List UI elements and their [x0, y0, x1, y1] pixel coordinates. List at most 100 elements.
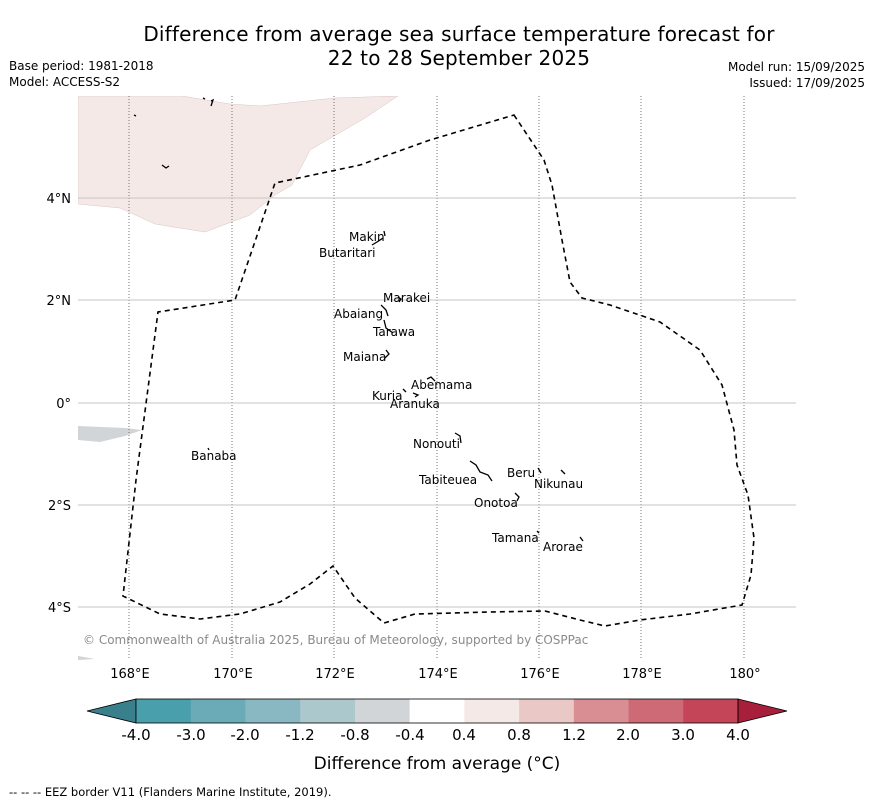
lon-tick-labels: 168°E 170°E 172°E 174°E 176°E 178°E 180° [110, 667, 760, 682]
island-shape-onotoa [514, 492, 520, 502]
colorbar-cell [190, 699, 246, 723]
colorbar-tick-label: -3.0 [176, 726, 205, 744]
map-title-line1: Difference from average sea surface temp… [143, 22, 775, 46]
island-labels: Makin Butaritari Marakei Abaiang Tarawa … [191, 230, 583, 554]
island-shape-tabiteuea [469, 460, 493, 482]
colorbar-tick-labels: -4.0 -3.0 -2.0 -1.2 -0.8 -0.4 0.4 0.8 1.… [121, 726, 750, 744]
island-label-tabiteuea: Tabiteuea [418, 473, 477, 487]
colorbar-title: Difference from average (°C) [314, 754, 561, 774]
island-label-abaiang: Abaiang [334, 307, 383, 321]
island-shape-abemama [426, 376, 436, 382]
island-shape-aranuka [412, 392, 420, 398]
island-shape-kuria [402, 388, 407, 393]
colorbar-tick-label: 4.0 [726, 726, 750, 744]
colorbar-under-triangle [86, 698, 137, 724]
lon-gridlines [128, 96, 745, 660]
warm-anomaly-region [78, 96, 399, 233]
island-label-nonouti: Nonouti [413, 437, 460, 451]
lat-tick-labels: 4°N 2°N 0° 2°S 4°S [47, 192, 72, 616]
lon-label-174e: 174°E [418, 667, 458, 682]
lon-label-168e: 168°E [110, 667, 150, 682]
lon-label-176e: 176°E [520, 667, 560, 682]
island-label-nikunau: Nikunau [534, 477, 583, 491]
colorbar-frame [135, 698, 739, 724]
island-label-tarawa: Tarawa [372, 325, 415, 339]
lon-label-170e: 170°E [213, 667, 253, 682]
colorbar-tick-label: 1.2 [562, 726, 586, 744]
meta-left: Base period: 1981-2018 Model: ACCESS-S2 [9, 58, 154, 90]
colorbar-tick-label: -1.2 [285, 726, 314, 744]
colorbar: -4.0 -3.0 -2.0 -1.2 -0.8 -0.4 0.4 0.8 1.… [86, 698, 788, 774]
island-label-marakei: Marakei [383, 291, 430, 305]
island-label-beru: Beru [507, 466, 535, 480]
meta-right: Model run: 15/09/2025 Issued: 17/09/2025 [728, 59, 865, 91]
eez-footnote: -- -- -- EEZ border V11 (Flanders Marine… [9, 785, 332, 799]
island-shape-small-1 [133, 114, 137, 117]
island-shape-marakei [397, 296, 402, 303]
island-label-kuria: Kuria [372, 389, 403, 403]
colorbar-cell [573, 699, 630, 723]
island-shapes [133, 97, 584, 542]
colorbar-tick-label: 0.8 [507, 726, 531, 744]
colorbar-tick-label: -4.0 [121, 726, 150, 744]
lat-label-4s: 4°S [48, 601, 71, 616]
island-label-onotoa: Onotoa [474, 496, 518, 510]
colorbar-tick-label: 2.0 [616, 726, 640, 744]
colorbar-cell [300, 699, 356, 723]
colorbar-cell [683, 699, 739, 723]
island-shape-tamana [536, 530, 540, 534]
lat-gridlines [78, 197, 796, 608]
island-shape-butaritari [371, 237, 384, 246]
cool-anomaly-region [78, 426, 142, 442]
island-shape-abaiang [380, 304, 389, 317]
island-shape-maiana [384, 349, 390, 359]
lon-label-180: 180° [729, 667, 760, 682]
colorbar-cell [464, 699, 520, 723]
colorbar-cell [409, 699, 465, 723]
colorbar-cell [354, 699, 411, 723]
colorbar-tick-label: 3.0 [671, 726, 695, 744]
island-label-aranuka: Aranuka [390, 397, 440, 411]
island-shape-tarawa [383, 319, 394, 334]
island-label-arorae: Arorae [543, 540, 583, 554]
island-label-maiana: Maiana [343, 350, 386, 364]
island-label-makin: Makin [349, 230, 385, 244]
colorbar-cell [136, 699, 192, 723]
island-shape-northern [202, 97, 215, 107]
eez-border [122, 114, 755, 627]
lat-label-2n: 2°N [47, 294, 72, 309]
issued-date: Issued: 17/09/2025 [749, 76, 865, 90]
island-label-tamana: Tamana [491, 531, 539, 545]
island-shape-beru [537, 467, 542, 474]
colorbar-cell [245, 699, 301, 723]
colorbar-tick-label: -0.8 [340, 726, 369, 744]
colorbar-cells [136, 699, 739, 723]
lon-label-178e: 178°E [622, 667, 662, 682]
island-shape-nikunau [560, 469, 566, 475]
map-title-line2: 22 to 28 September 2025 [327, 46, 591, 70]
island-shape-small-2 [161, 164, 170, 169]
map-title: Difference from average sea surface temp… [95, 22, 823, 70]
model-name: Model: ACCESS-S2 [9, 75, 121, 89]
island-shape-makin [383, 230, 386, 237]
base-period: Base period: 1981-2018 [9, 59, 154, 73]
island-label-banaba: Banaba [191, 449, 237, 463]
colorbar-tick-label: -0.4 [395, 726, 424, 744]
lat-label-0: 0° [56, 397, 71, 412]
island-shape-nonouti [454, 432, 462, 444]
colorbar-tick-label: 0.4 [452, 726, 476, 744]
island-label-butaritari: Butaritari [319, 246, 376, 260]
colorbar-cell [519, 699, 575, 723]
colorbar-over-triangle [737, 698, 788, 724]
bottom-edge-shading [78, 656, 95, 660]
island-shape-banaba [207, 447, 210, 451]
model-run: Model run: 15/09/2025 [727, 60, 865, 74]
island-label-abemama: Abemama [411, 378, 472, 392]
colorbar-cell [628, 699, 684, 723]
lon-label-172e: 172°E [315, 667, 355, 682]
copyright-notice: © Commonwealth of Australia 2025, Bureau… [83, 633, 588, 647]
lat-label-4n: 4°N [47, 192, 72, 207]
island-shape-arorae [579, 536, 584, 542]
lat-label-2s: 2°S [48, 499, 71, 514]
